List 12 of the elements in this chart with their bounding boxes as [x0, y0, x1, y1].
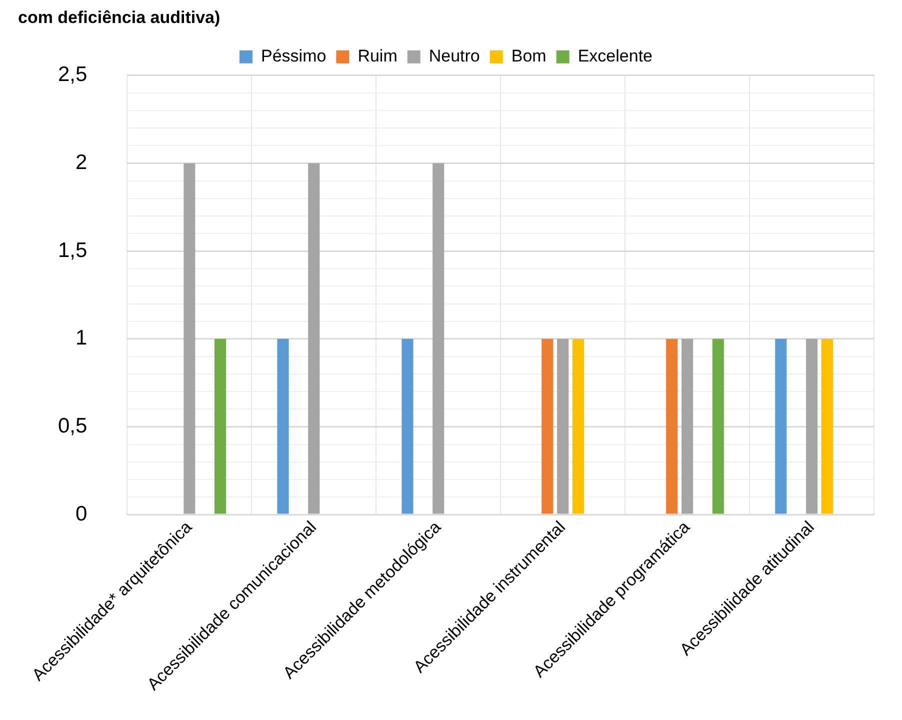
legend-label: Bom: [511, 46, 546, 66]
legend-label: Péssimo: [261, 46, 326, 66]
chart-title: com deficiência auditiva): [18, 8, 220, 27]
legend-label: Excelente: [578, 46, 653, 66]
y-tick-label: 0,5: [58, 414, 88, 438]
y-tick-label: 1: [76, 326, 88, 350]
legend-label: Ruim: [358, 46, 398, 66]
legend-label: Neutro: [428, 46, 480, 66]
y-tick-label: 1,5: [58, 238, 88, 262]
y-tick-label: 2,5: [58, 63, 88, 86]
y-tick-label: 0: [76, 502, 88, 526]
y-tick-label: 2: [76, 151, 88, 174]
